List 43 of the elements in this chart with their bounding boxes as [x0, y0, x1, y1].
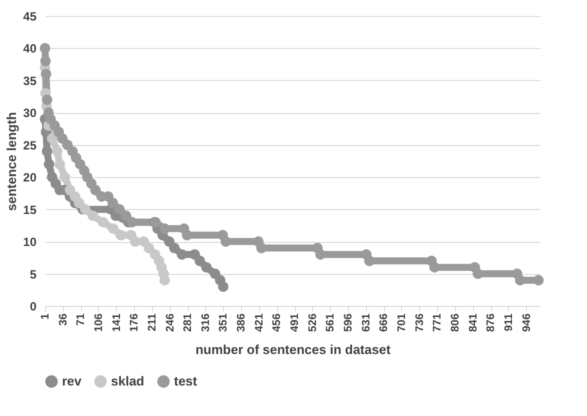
x-tick-label: 946	[520, 314, 533, 332]
x-tick-label: 211	[146, 314, 158, 332]
y-tick-label: 25	[23, 138, 37, 152]
x-tick-label: 281	[182, 314, 194, 332]
x-axis-title: number of sentences in dataset	[195, 342, 392, 357]
legend-label: rev	[62, 374, 82, 389]
y-tick-label: 20	[23, 170, 37, 185]
x-tick-label: 106	[92, 314, 105, 332]
x-tick-label: 806	[449, 314, 462, 332]
x-tick-label: 771	[432, 314, 444, 332]
x-tick-label: 141	[110, 314, 123, 332]
y-tick-label: 5	[30, 267, 37, 282]
x-tick-label: 491	[289, 314, 302, 332]
x-tick-label: 246	[164, 314, 176, 332]
y-tick-label: 0	[30, 300, 37, 314]
x-tick-label: 386	[236, 314, 248, 332]
x-tick-label: 316	[200, 314, 212, 332]
x-tick-label: 596	[342, 314, 355, 332]
x-tick-label: 36	[57, 314, 70, 326]
y-axis-title: sentence length	[4, 112, 20, 211]
y-tick-label: 15	[23, 202, 37, 217]
x-tick-label: 631	[360, 314, 372, 332]
x-tick-label: 71	[75, 314, 88, 326]
y-tick-label: 10	[23, 235, 37, 250]
legend-label: sklad	[111, 374, 144, 389]
x-tick-label: 1	[40, 314, 52, 320]
x-tick-label: 911	[502, 314, 515, 332]
x-tick-label: 666	[378, 314, 390, 332]
x-tick-label: 351	[218, 314, 230, 332]
y-tick-label: 45	[23, 10, 37, 24]
x-tick-label: 561	[324, 314, 337, 332]
x-tick-label: 736	[414, 314, 426, 332]
x-tick-label: 526	[306, 314, 319, 332]
y-tick-label: 30	[23, 106, 37, 120]
y-tick-label: 40	[23, 42, 37, 56]
x-tick-label: 421	[253, 314, 266, 332]
x-tick-label: 176	[128, 314, 141, 332]
y-tick-label: 35	[23, 74, 37, 88]
x-tick-label: 841	[467, 314, 480, 332]
legend-label: test	[174, 374, 198, 389]
x-tick-label: 876	[485, 314, 498, 332]
x-tick-label: 456	[271, 314, 284, 332]
x-tick-label: 701	[396, 314, 408, 332]
